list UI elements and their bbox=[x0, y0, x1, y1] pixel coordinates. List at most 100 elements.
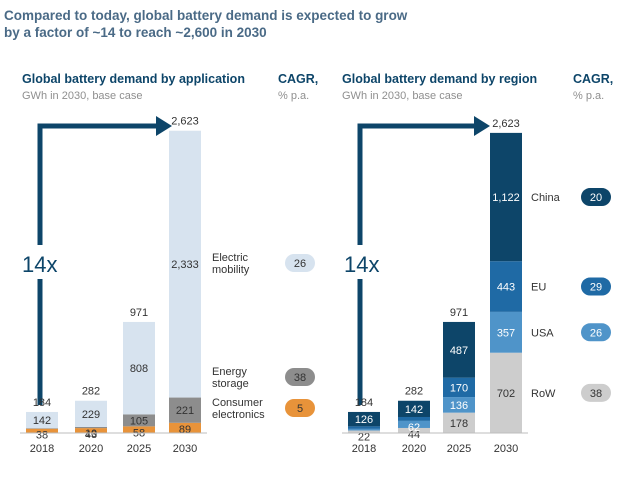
region-value-label-2025-row: 178 bbox=[450, 418, 468, 430]
left-growth-label-bg bbox=[22, 245, 62, 279]
application-bar-2025-energy-storage bbox=[123, 414, 155, 427]
region-total-label-2030: 2,623 bbox=[492, 118, 520, 130]
region-cagr-value-row: 38 bbox=[590, 388, 602, 400]
region-value-label-2020-usa: 62 bbox=[408, 422, 420, 434]
application-bar-2020-consumer-electronics bbox=[75, 428, 107, 433]
application-bar-2030-energy-storage bbox=[169, 397, 201, 423]
application-value-label-2030-electric-mobility: 2,333 bbox=[171, 259, 199, 271]
application-bar-2025-consumer-electronics bbox=[123, 426, 155, 433]
right-panel-title: Global battery demand by region bbox=[342, 72, 537, 86]
application-cagr-badge-energy-storage bbox=[285, 368, 315, 386]
region-value-label-2020-row: 44 bbox=[408, 429, 420, 441]
application-bar-2018-consumer-electronics bbox=[26, 428, 58, 433]
application-series-label-electric-mobility-line-2: mobility bbox=[212, 264, 250, 276]
left-panel-subtitle: GWh in 2030, base case bbox=[22, 90, 142, 102]
region-cagr-value-usa: 26 bbox=[590, 327, 602, 339]
application-value-label-2030-consumer-electronics: 89 bbox=[179, 424, 191, 436]
region-bar-2020-row bbox=[398, 427, 430, 433]
application-cagr-value-electric-mobility: 26 bbox=[294, 258, 306, 270]
region-cagr-badge-china bbox=[581, 188, 611, 207]
application-series-label-consumer-electronics-line-2: electronics bbox=[212, 409, 265, 421]
region-x-tick-2018: 2018 bbox=[352, 443, 376, 455]
right-cagr-title: CAGR, bbox=[573, 72, 613, 86]
application-total-label-2025: 971 bbox=[130, 307, 148, 319]
application-value-label-2025-electric-mobility: 808 bbox=[130, 363, 148, 375]
left-cagr-title: CAGR, bbox=[278, 72, 318, 86]
region-bar-2025-usa bbox=[443, 397, 475, 413]
left-panel-title: Global battery demand by application bbox=[22, 72, 245, 86]
region-bar-2025-eu bbox=[443, 377, 475, 398]
application-x-tick-2025: 2025 bbox=[127, 443, 151, 455]
right-growth-label-bg bbox=[344, 245, 384, 279]
application-bar-2030-consumer-electronics bbox=[169, 422, 201, 433]
application-bar-2018-electric-mobility bbox=[26, 411, 58, 429]
application-value-label-2018-electric-mobility: 142 bbox=[33, 415, 51, 427]
application-value-label-2020-consumer-electronics: 43 bbox=[85, 429, 97, 441]
application-value-label-2025-energy-storage: 105 bbox=[130, 415, 148, 427]
left-growth-label: 14x bbox=[22, 252, 57, 277]
left-growth-arrow-line bbox=[37, 123, 158, 405]
region-bar-2025-row bbox=[443, 412, 475, 433]
region-bar-2030-row bbox=[490, 352, 522, 433]
region-cagr-badge-row bbox=[581, 383, 611, 402]
region-bar-2018-row bbox=[348, 430, 380, 433]
region-value-label-2030-row: 702 bbox=[497, 388, 515, 400]
application-cagr-badge-electric-mobility bbox=[285, 254, 315, 272]
region-bar-2018-usa bbox=[348, 428, 380, 431]
region-total-label-2018: 184 bbox=[355, 397, 373, 409]
region-cagr-badge-eu bbox=[581, 277, 611, 296]
region-series-label-usa: USA bbox=[531, 327, 554, 339]
right-growth-arrow: 14x bbox=[344, 116, 490, 405]
left-cagr-subtitle: % p.a. bbox=[278, 90, 309, 102]
region-x-tick-2020: 2020 bbox=[402, 443, 426, 455]
application-x-tick-2020: 2020 bbox=[79, 443, 103, 455]
application-value-label-2020-energy-storage: 10 bbox=[85, 428, 97, 440]
right-growth-arrow-line bbox=[357, 123, 476, 405]
application-series-label-electric-mobility-line-1: Electric bbox=[212, 252, 249, 264]
region-bar-2020-usa bbox=[398, 420, 430, 428]
application-series-label-energy-storage-line-1: Energy bbox=[212, 366, 247, 378]
region-bar-2020-eu bbox=[398, 416, 430, 421]
region-bar-2018-china bbox=[348, 411, 380, 427]
region-bar-2025-china bbox=[443, 321, 475, 378]
application-bar-2030-electric-mobility bbox=[169, 130, 201, 398]
application-x-tick-2018: 2018 bbox=[30, 443, 54, 455]
headline-line-1: Compared to today, global battery demand… bbox=[4, 8, 408, 23]
region-series-label-china: China bbox=[531, 192, 561, 204]
region-series-label-row: RoW bbox=[531, 388, 556, 400]
application-x-tick-2030: 2030 bbox=[173, 443, 197, 455]
right-cagr-subtitle: % p.a. bbox=[573, 90, 604, 102]
region-series-label-eu: EU bbox=[531, 282, 546, 294]
region-value-label-2018-china: 126 bbox=[355, 414, 373, 426]
region-bar-2030-usa bbox=[490, 311, 522, 353]
region-value-label-2030-china: 1,122 bbox=[492, 192, 520, 204]
application-value-label-2018-consumer-electronics: 38 bbox=[36, 430, 48, 442]
right-panel-subtitle: GWh in 2030, base case bbox=[342, 90, 462, 102]
right-growth-label: 14x bbox=[344, 252, 379, 277]
region-bar-2030-china bbox=[490, 132, 522, 262]
region-bar-2018-eu bbox=[348, 426, 380, 429]
region-cagr-value-eu: 29 bbox=[590, 282, 602, 294]
application-value-label-2020-electric-mobility: 229 bbox=[82, 409, 100, 421]
application-total-label-2030: 2,623 bbox=[171, 116, 199, 128]
application-chart: 3814218420184310229282202058105808971202… bbox=[20, 116, 315, 455]
region-bar-2030-eu bbox=[490, 261, 522, 312]
region-value-label-2025-usa: 136 bbox=[450, 400, 468, 412]
headline-line-2: by a factor of ~14 to reach ~2,600 in 20… bbox=[4, 25, 267, 40]
left-growth-arrow-head bbox=[156, 116, 172, 136]
application-cagr-badge-consumer-electronics bbox=[285, 399, 315, 417]
region-cagr-value-china: 20 bbox=[590, 192, 602, 204]
region-total-label-2020: 282 bbox=[405, 386, 423, 398]
application-cagr-value-energy-storage: 38 bbox=[294, 372, 306, 384]
application-bar-2020-energy-storage bbox=[75, 426, 107, 429]
region-value-label-2018-row: 22 bbox=[358, 431, 370, 443]
region-bar-2020-china bbox=[398, 400, 430, 417]
application-bar-2020-electric-mobility bbox=[75, 400, 107, 427]
application-series-label-energy-storage-line-2: storage bbox=[212, 378, 249, 390]
application-bar-2025-electric-mobility bbox=[123, 321, 155, 415]
region-value-label-2025-eu: 170 bbox=[450, 382, 468, 394]
region-x-tick-2030: 2030 bbox=[494, 443, 518, 455]
